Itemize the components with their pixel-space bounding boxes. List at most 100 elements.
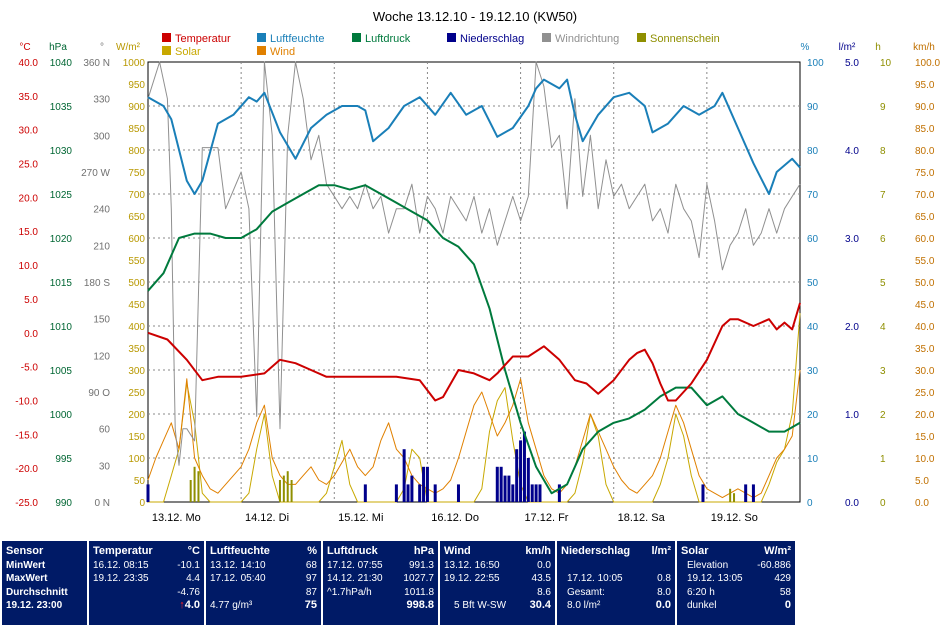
rain-unit: l/m² [651, 545, 671, 557]
temperature-block: Temperatur °C 16.12. 08:15 -10.1 19.12. 23… [89, 541, 204, 625]
y-tick-label: 85.0 [915, 124, 935, 135]
y-tick-label: 20.0 [915, 410, 935, 421]
bar-niederschlag [402, 449, 406, 502]
bar-niederschlag [751, 484, 755, 502]
legend-swatch-luftfeuchte [257, 33, 266, 42]
sunshine-hours: 6:20 h [687, 586, 715, 598]
y-tick-label: 200 [128, 410, 145, 421]
solar-unit: W/m² [764, 545, 791, 557]
legend-swatch-solar [162, 46, 171, 55]
solar-elevation-label: Elevation [687, 559, 729, 571]
y-tick-label: 700 [128, 190, 145, 201]
series-line-luftfeuchte [147, 78, 801, 195]
rain-total: 8.0 [657, 586, 671, 598]
hum-current: 75 [304, 599, 317, 612]
y-tick-label: 30 [807, 366, 819, 377]
bar-niederschlag [146, 484, 150, 502]
x-tick-label: 18.12. Sa [618, 512, 666, 524]
legend-label-windrichtung: Windrichtung [555, 33, 619, 45]
y-tick-label: 240 [93, 205, 110, 216]
y-tick-label: 0 [139, 498, 145, 509]
temp-max-time: 19.12. 23:35 [93, 573, 149, 585]
y-tick-label: 5.0 [915, 476, 929, 487]
bar-niederschlag [744, 484, 748, 502]
y-tick-label: 1000 [50, 410, 73, 421]
wind-current: 30.4 [529, 599, 551, 612]
humidity-block: Luftfeuchte% 13.12. 14:10 68 17.12. 05:40… [206, 541, 321, 625]
y-tick-label: 25.0 [915, 388, 935, 399]
rain-current: 0.0 [655, 599, 671, 612]
bar-niederschlag [394, 484, 398, 502]
y-tick-label: 950 [128, 80, 145, 91]
y-tick-label: 300 [128, 366, 145, 377]
chart-title: Woche 13.12.10 - 19.12.10 (KW50) [373, 9, 577, 24]
y-tick-label: 100 [128, 454, 145, 465]
solar-max: 429 [774, 573, 791, 585]
rain-block: Niederschlag l/m² 17.12. 10:05 0.8 Gesamt:… [557, 541, 675, 625]
legend-label-luftfeuchte: Luftfeuchte [270, 33, 324, 45]
y-tick-label: 30.0 [19, 126, 39, 137]
y-tick-label: 100 [807, 58, 824, 69]
y-tick-label: 15.0 [19, 227, 39, 238]
bar-niederschlag [495, 466, 499, 502]
y-tick-label: -25.0 [15, 498, 38, 509]
y-tick-label: 270 W [81, 168, 110, 179]
press-max: 1027.7 [403, 573, 434, 585]
y-tick-label: 60 [99, 425, 111, 436]
x-tick-label: 15.12. Mi [338, 512, 383, 524]
y-tick-label: 600 [128, 234, 145, 245]
y-tick-label: 150 [128, 432, 145, 443]
y-tick-label: 65.0 [915, 212, 935, 223]
y-tick-label: 45.0 [915, 300, 935, 311]
y-tick-label: 10.0 [915, 454, 935, 465]
bar-sonnenschein [290, 480, 293, 502]
axis-unit-hpa: hPa [49, 42, 67, 53]
series-line-windrichtung [147, 61, 801, 466]
y-tick-label: 90 O [88, 388, 110, 399]
y-tick-label: 360 N [83, 58, 110, 69]
y-tick-label: 1 [880, 454, 886, 465]
y-tick-label: 70 [807, 190, 819, 201]
x-tick-label: 13.12. Mo [152, 512, 201, 524]
y-tick-label: 95.0 [915, 80, 935, 91]
y-tick-label: 8 [880, 146, 886, 157]
wind-avg: 8.6 [537, 586, 551, 598]
wind-unit: km/h [525, 545, 551, 557]
bar-niederschlag [406, 484, 410, 502]
y-tick-label: 0 [807, 498, 813, 509]
temp-trend-arrow-icon: ↑ [179, 599, 185, 612]
bar-sonnenschein [278, 480, 281, 502]
legend-label-wind: Wind [270, 46, 295, 58]
y-tick-label: 1020 [50, 234, 73, 245]
bar-sonnenschein [197, 471, 200, 502]
bar-niederschlag [538, 484, 542, 502]
axis-unit-w-m: W/m² [116, 42, 141, 53]
y-tick-label: -5.0 [21, 363, 39, 374]
y-tick-label: 400 [128, 322, 145, 333]
x-tick-label: 19.12. So [711, 512, 758, 524]
y-tick-label: 1000 [123, 58, 146, 69]
wind-min: 0.0 [537, 559, 551, 571]
y-tick-label: 50 [134, 476, 146, 487]
legend-label-luftdruck: Luftdruck [365, 33, 411, 45]
chart-grid [148, 62, 800, 502]
y-tick-label: 4.0 [845, 146, 859, 157]
stats-panel: Sensor MinWert MaxWert Durchschnitt 19.1… [0, 541, 950, 625]
hum-absolute: 4.77 g/m³ [210, 600, 253, 612]
y-tick-label: 850 [128, 124, 145, 135]
y-tick-label: 1040 [50, 58, 73, 69]
temp-unit: °C [187, 545, 200, 557]
axis-unit-km-h: km/h [913, 42, 935, 53]
legend-label-sonnenschein: Sonnenschein [650, 33, 720, 45]
bar-niederschlag [530, 484, 534, 502]
y-tick-label: 150 [93, 315, 110, 326]
bar-niederschlag [515, 449, 519, 502]
y-tick-label: 330 [93, 95, 110, 106]
legend-swatch-temperatur [162, 33, 171, 42]
bar-niederschlag [534, 484, 538, 502]
weather-chart: Woche 13.12.10 - 19.12.10 (KW50) Tempera… [15, 9, 940, 524]
series-line-luftdruck [147, 184, 801, 495]
y-tick-label: 25.0 [19, 160, 39, 171]
press-avg: 1011.8 [404, 586, 434, 598]
press-min-time: 17.12. 07:55 [327, 559, 383, 571]
